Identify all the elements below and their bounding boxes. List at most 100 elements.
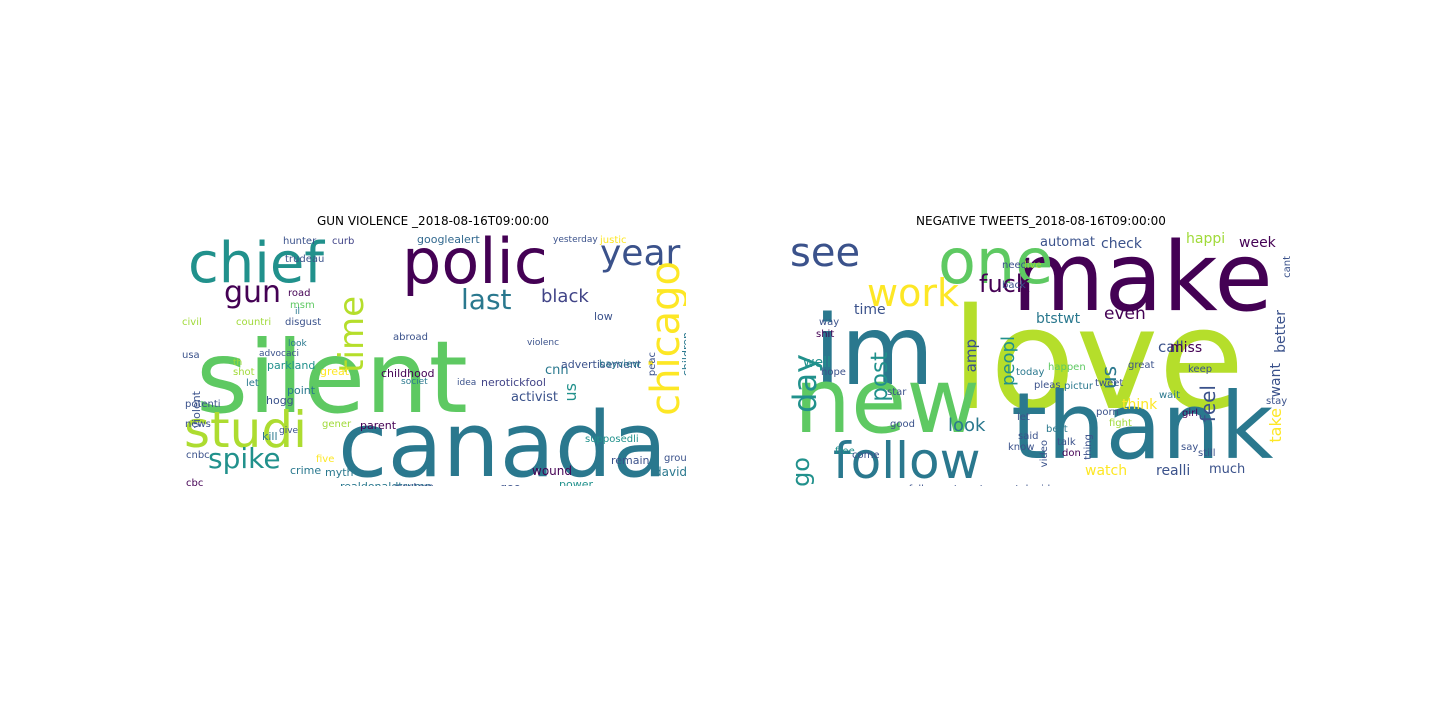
word-usa: usa <box>182 350 200 361</box>
word-make: make <box>1012 231 1273 333</box>
word-advertisement: advertisement <box>561 358 642 371</box>
word-let: let <box>246 378 259 389</box>
word-think: think <box>1122 397 1158 413</box>
word-realdonaldtrump: realdonaldtrump <box>340 481 432 486</box>
word-david: david <box>654 465 686 479</box>
word-automat: automat <box>1040 235 1095 250</box>
word-best: best <box>1046 424 1068 435</box>
word-canada: canada <box>338 393 668 487</box>
word-good: good <box>890 419 915 430</box>
word-cnn: cnn <box>545 363 569 378</box>
word-countri: countri <box>236 317 272 328</box>
word-shit: shit <box>816 329 835 340</box>
word-idea: idea <box>457 378 477 388</box>
word-spike: spike <box>208 442 281 475</box>
word-new: new <box>794 349 981 454</box>
word-chief: chief <box>188 231 325 296</box>
word-cbc: cbc <box>186 478 204 487</box>
word-feel: feel <box>1196 385 1220 423</box>
word-hunter: hunter <box>283 236 317 247</box>
word-go: go <box>788 457 815 486</box>
word-year: year <box>600 233 681 274</box>
word-hogg: hogg <box>266 394 294 407</box>
word-childhood: childhood <box>381 367 435 380</box>
word-great: great <box>320 365 350 378</box>
word-potenti: potenti <box>185 399 221 410</box>
word-msm: msm <box>290 300 315 311</box>
word-great: great <box>1128 360 1155 371</box>
word-take: take <box>1266 408 1285 443</box>
word-hope: hope <box>821 367 846 378</box>
word-black: black <box>541 286 589 307</box>
word-peopl: peopl <box>998 336 1019 386</box>
word-western: western <box>394 483 434 487</box>
word-advocaci: advocaci <box>259 349 299 359</box>
word-even: even <box>1104 304 1146 324</box>
word-better: better <box>1273 310 1289 353</box>
word-thank: thank <box>1011 373 1274 480</box>
word-justic: justic <box>600 235 627 246</box>
word-last: last <box>461 283 512 316</box>
word-call: call <box>1158 338 1184 356</box>
word-happi: happi <box>1186 231 1226 247</box>
word-polic: polic <box>402 231 548 298</box>
word-youtub-video: youtub video <box>997 485 1062 487</box>
word-yesterday: yesterday <box>553 235 598 245</box>
word-googlealert: googlealert <box>417 233 480 246</box>
word-girl: girl <box>1182 408 1199 419</box>
word-supposedli: supposedli <box>585 434 639 445</box>
word-said: said <box>1018 431 1039 442</box>
word-fuck: fuck <box>979 270 1030 298</box>
word-point: point <box>287 384 316 397</box>
word-btstwt: btstwt <box>1036 311 1081 327</box>
word-violenc: violenc <box>527 338 560 348</box>
word-abroad: abroad <box>393 332 428 343</box>
word-crime: crime <box>290 464 322 477</box>
word-miss: miss <box>1170 340 1203 356</box>
word-goe: goe <box>500 482 520 486</box>
word-wound: wound <box>532 464 572 478</box>
negative-tweets-word-cloud: love make im new thank one see work follow day fuc… <box>788 231 1294 486</box>
word-studi: studi <box>184 401 307 459</box>
word-check: check <box>1101 236 1142 252</box>
word-parent: parent <box>360 419 397 432</box>
word-unfollow-automat: unfollow automat <box>896 485 984 487</box>
word-silent: silent <box>196 319 468 436</box>
word-five: five <box>316 454 335 465</box>
right-panel-title: NEGATIVE TWEETS_2018-08-16T09:00:00 <box>916 214 1166 228</box>
word-see: see <box>790 231 861 276</box>
word-gener: gener <box>322 419 352 430</box>
word-well: well <box>803 355 831 371</box>
word-stay: stay <box>1266 396 1288 407</box>
word-tweet: tweet <box>1095 378 1124 389</box>
word-curb: curb <box>332 236 355 247</box>
gun-violence-word-cloud: silent canada polic chief studi year chicago la… <box>180 231 686 486</box>
word-il: il <box>295 307 301 317</box>
word-low: low <box>594 310 613 323</box>
word-gun: gun <box>224 275 282 310</box>
word-pictur: pictur <box>1064 381 1093 392</box>
word-keep: keep <box>1188 364 1213 375</box>
word-im: im <box>814 295 935 407</box>
word-activist: activist <box>511 390 558 405</box>
word-way: way <box>819 317 840 328</box>
word-time: time <box>332 296 372 373</box>
word-much: much <box>1209 462 1246 477</box>
word-amp: amp <box>962 339 980 373</box>
word-cant: cant <box>1282 256 1293 278</box>
word-pleas: pleas <box>1034 380 1061 391</box>
word-come: come <box>852 450 880 461</box>
word-one: one <box>938 231 1054 298</box>
word-week: week <box>1239 235 1276 251</box>
word-th: th <box>233 358 243 368</box>
word-fight: fight <box>1109 418 1132 429</box>
word-kill: kill <box>262 430 278 443</box>
word-look: look <box>948 415 986 436</box>
word-nerotickfool: nerotickfool <box>481 376 546 389</box>
word-want: want <box>1268 363 1284 398</box>
word-us: us <box>561 383 580 402</box>
word-don: don <box>1062 448 1081 459</box>
word-live: live <box>1024 260 1042 271</box>
